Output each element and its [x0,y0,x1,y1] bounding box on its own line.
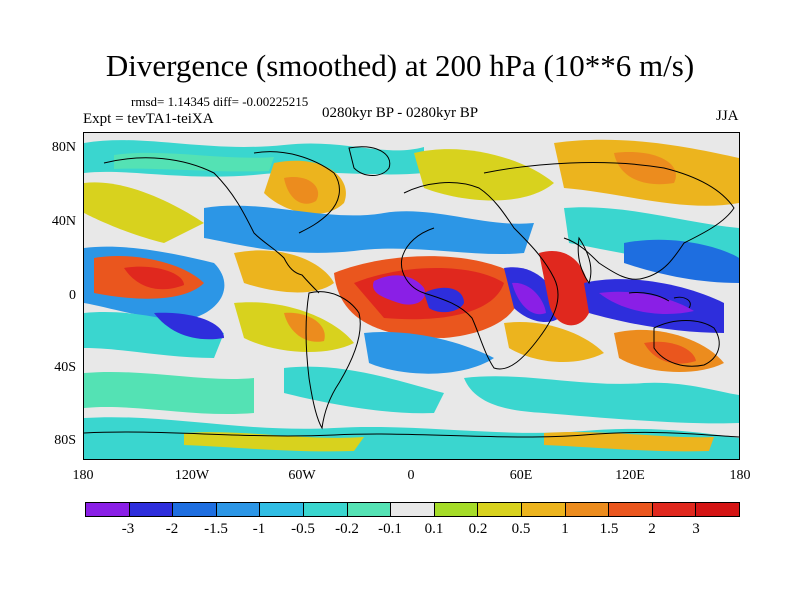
colorbar-swatch [565,503,610,516]
field-patch [599,291,694,314]
field-patch [154,312,224,340]
field-patch [504,322,604,363]
field-patch [284,177,319,204]
y-tick-80n: 80N [51,140,76,155]
field-patch [124,266,184,290]
period-label: 0280kyr BP - 0280kyr BP [322,105,479,121]
colorbar-swatch [652,503,697,516]
colorbar-label: 2 [648,521,656,537]
season-label: JJA [716,108,739,124]
colorbar-swatch [609,503,653,516]
colorbar-label: -3 [121,521,135,537]
plot-title: Divergence (smoothed) at 200 hPa (10**6 … [105,48,695,83]
field-patch [614,152,676,185]
field-patch [364,332,494,374]
stats-text: rmsd= 1.14345 diff= -0.00225215 [131,94,309,109]
colorbar-label: 0.1 [424,521,444,537]
colorbar-swatch [434,503,479,516]
colorbar-label: -0.5 [291,521,315,537]
field-patch [644,341,696,364]
coastline-south-america [305,291,361,430]
field-patch [464,376,739,424]
field-patch [544,432,714,452]
field-patch [373,275,425,305]
coastlines [84,146,739,438]
field-patch [204,205,534,255]
coastline-canada-east [253,151,340,234]
colorbar-swatch [303,503,348,516]
x-tick-120e: 120E [615,468,645,483]
colorbar-swatch [521,503,566,516]
colorbar-swatch [696,503,739,516]
coastline-australia [653,320,720,367]
colorbar-swatch [86,503,130,516]
map-svg [84,139,739,459]
field-patch [84,417,739,459]
colorbar-label: -1.5 [204,521,228,537]
coastline-north-america [103,157,320,294]
x-tick-120w: 120W [174,468,210,483]
x-tick-60w: 60W [288,468,316,483]
y-tick-40n: 40N [51,214,76,229]
colorbar-swatch [173,503,217,516]
colorbar-label: -0.1 [378,521,402,537]
experiment-label: Expt = tevTA1-teiXA [83,111,214,127]
coastline-africa-europe [400,182,559,370]
field-patch [539,251,590,326]
coastline-india [577,236,592,285]
colorbar-swatch [129,503,174,516]
field-patch [284,312,325,342]
colorbar-label: -2 [165,521,179,537]
colorbar-label: 0.2 [468,521,488,537]
y-tick-0: 0 [69,288,76,303]
field-patch [624,239,739,283]
colorbar-swatch [391,503,435,516]
field-patch [414,149,554,201]
coastline-indonesia [628,292,691,309]
colorbar [85,502,740,517]
coastline-greenland [348,146,391,176]
colorbar-label: 1.5 [599,521,619,537]
colorbar-label: -1 [252,521,266,537]
field-patch [84,371,254,415]
field-patch [184,432,364,452]
x-tick-180e: 180 [729,468,751,483]
colorbar-label: -0.2 [335,521,359,537]
field-patch [284,366,444,414]
field-patch [234,250,334,293]
colorbar-swatch [478,503,522,516]
x-tick-0: 0 [407,468,415,483]
colorbar-swatch [347,503,392,516]
coastline-antarctica [84,431,739,438]
field-patch [84,312,224,358]
divergence-map [83,132,740,460]
colorbar-label: 1 [561,521,569,537]
x-tick-60e: 60E [509,468,533,483]
y-tick-40s: 40S [54,360,76,375]
coastline-asia [483,162,735,280]
colorbar-label: 3 [692,521,700,537]
x-tick-180w: 180 [72,468,94,483]
colorbar-swatch [260,503,304,516]
field-patch [512,282,546,315]
y-tick-80s: 80S [54,433,76,448]
divergence-field [84,139,739,459]
colorbar-label: 0.5 [511,521,531,537]
colorbar-swatch [216,503,261,516]
field-patch [84,182,204,243]
